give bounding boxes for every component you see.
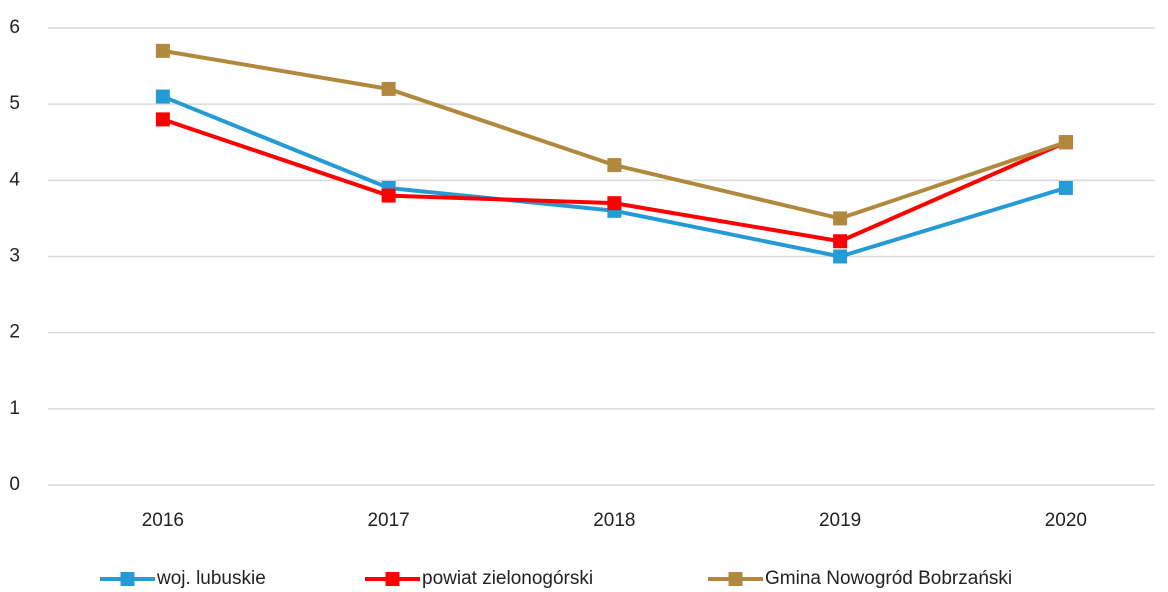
- y-tick-label: 3: [9, 246, 20, 267]
- marker: [1058, 135, 1073, 150]
- y-tick-label: 1: [9, 398, 20, 419]
- legend-marker: [728, 572, 743, 586]
- y-tick-label: 6: [9, 17, 20, 38]
- marker: [607, 158, 622, 173]
- y-tick-label: 2: [9, 322, 20, 343]
- y-tick-label: 5: [9, 93, 20, 114]
- marker: [1058, 180, 1073, 195]
- marker: [833, 211, 848, 226]
- legend-label: powiat zielonogórski: [422, 568, 593, 589]
- legend-marker: [385, 572, 400, 586]
- x-tick-label: 2020: [1045, 510, 1087, 531]
- marker: [381, 81, 396, 96]
- x-tick-label: 2018: [593, 510, 635, 531]
- x-tick-label: 2019: [819, 510, 861, 531]
- marker: [155, 43, 170, 58]
- marker: [833, 249, 848, 264]
- legend-marker: [120, 572, 135, 586]
- marker: [833, 234, 848, 249]
- y-tick-label: 0: [9, 474, 20, 495]
- x-tick-label: 2017: [367, 510, 409, 531]
- legend-label: Gmina Nowogród Bobrzański: [765, 568, 1012, 589]
- marker: [155, 112, 170, 127]
- marker: [155, 89, 170, 104]
- legend-label: woj. lubuskie: [156, 568, 266, 589]
- series-line: [162, 94, 1067, 259]
- y-tick-label: 4: [9, 169, 20, 190]
- x-tick-label: 2016: [142, 510, 184, 531]
- marker: [607, 196, 622, 211]
- series-line: [162, 48, 1067, 221]
- marker: [381, 188, 396, 203]
